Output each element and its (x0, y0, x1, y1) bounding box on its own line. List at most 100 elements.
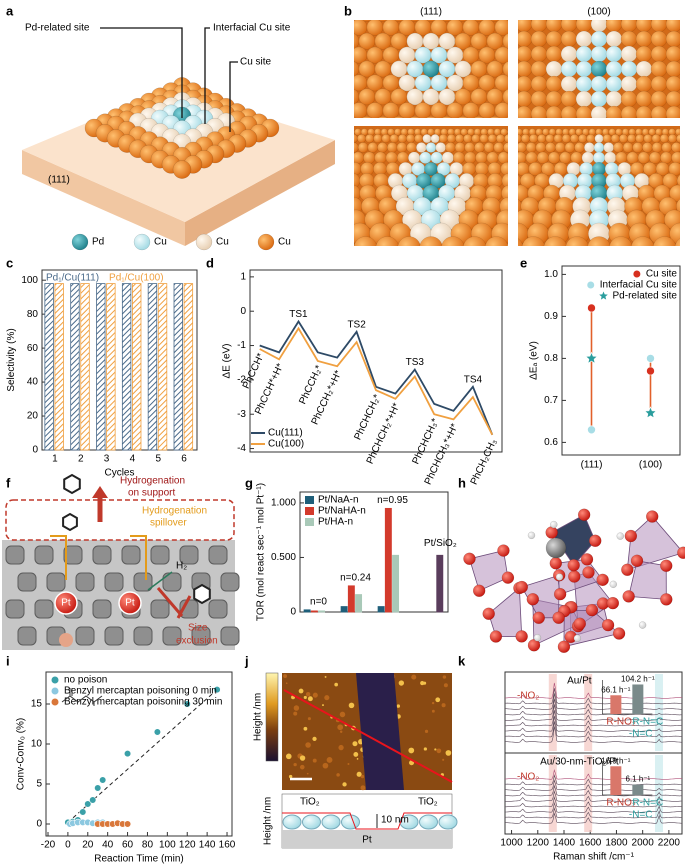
zeolite-pore (208, 599, 228, 619)
atom (486, 60, 504, 78)
band-highlight (654, 674, 663, 751)
atom (535, 142, 547, 153)
annotation: Hydrogenation (142, 506, 207, 517)
atom (478, 46, 496, 64)
atom (358, 60, 376, 78)
zeolite-pore (150, 545, 170, 565)
bar (121, 283, 132, 451)
atom (447, 0, 463, 8)
zeolite-pore (104, 626, 124, 646)
zeolite-pore (75, 572, 95, 592)
atom (441, 151, 454, 164)
atom (438, 32, 456, 50)
atom (303, 0, 319, 8)
atom (584, 142, 595, 153)
atom (172, 160, 192, 179)
atom (114, 237, 137, 260)
atom (555, 573, 564, 581)
atom (408, 151, 421, 164)
atom (516, 1, 532, 17)
atom (648, 151, 662, 164)
atom (603, 142, 614, 153)
atom (329, 223, 350, 244)
atom (604, 151, 617, 164)
atom (501, 184, 508, 202)
afm-speck (441, 703, 446, 708)
atom (530, 45, 548, 63)
atom (530, 20, 548, 33)
atom (308, 223, 329, 244)
atom (526, 593, 540, 606)
atom (335, 103, 351, 119)
atom (575, 105, 593, 118)
gas-label: H₂ (176, 561, 187, 572)
atom (619, 134, 629, 144)
atom (354, 102, 368, 118)
atom (502, 88, 508, 105)
bar (436, 554, 444, 613)
atom (351, 0, 367, 8)
atom (530, 30, 548, 48)
atom (581, 151, 594, 164)
atom (601, 618, 615, 632)
atom (354, 20, 368, 36)
atom (414, 102, 432, 118)
atom (464, 151, 477, 164)
substrate-label: Pt (362, 835, 372, 846)
tio2-particle (438, 814, 458, 830)
atom (399, 0, 415, 8)
x-tick-label: 2200 (658, 838, 681, 849)
line (259, 326, 494, 436)
atom (354, 151, 365, 164)
x-tick-label: 1 (52, 454, 58, 465)
atom (430, 102, 448, 118)
molecule (61, 688, 103, 706)
atom (227, 223, 248, 244)
atom (381, 134, 391, 144)
tio2-particle (302, 814, 321, 830)
atom (668, 134, 678, 144)
benzene (62, 512, 78, 532)
atom (366, 20, 384, 36)
atom (531, 1, 547, 17)
atom (470, 60, 488, 78)
afm-speck (339, 730, 343, 734)
atom (665, 20, 680, 33)
atom (438, 134, 448, 144)
atom (505, 20, 508, 22)
atom (681, 162, 685, 175)
atom (560, 45, 578, 63)
atom (454, 142, 466, 153)
atom (635, 105, 653, 118)
atom (660, 151, 673, 164)
atom (650, 60, 668, 78)
x-tick-label: 2 (78, 454, 84, 465)
y-tick-label: 0.6 (544, 437, 558, 448)
atom (398, 102, 416, 118)
zeolite-pore (208, 545, 228, 565)
legend-label: Cu(100) (268, 439, 304, 450)
point (587, 303, 596, 313)
afm-speck (398, 680, 405, 686)
atom (511, 0, 527, 8)
atom (478, 74, 496, 92)
atom (507, 142, 517, 152)
y-tick-label: 80 (27, 309, 39, 320)
bar (303, 609, 311, 613)
atom (590, 105, 608, 118)
afm-speck (424, 729, 429, 733)
atom (331, 173, 346, 188)
tio2-particle (321, 814, 341, 830)
atom (463, 552, 476, 565)
annotation: TiO₂ (418, 797, 438, 808)
atom (354, 134, 358, 143)
atom (357, 142, 369, 153)
atom (521, 236, 545, 246)
atom (406, 142, 417, 153)
zeolite-pore (5, 599, 25, 619)
atom (624, 529, 638, 543)
atom (653, 236, 677, 246)
afm-speck (338, 744, 344, 751)
atom (414, 134, 424, 144)
panel-label: h (458, 475, 466, 490)
